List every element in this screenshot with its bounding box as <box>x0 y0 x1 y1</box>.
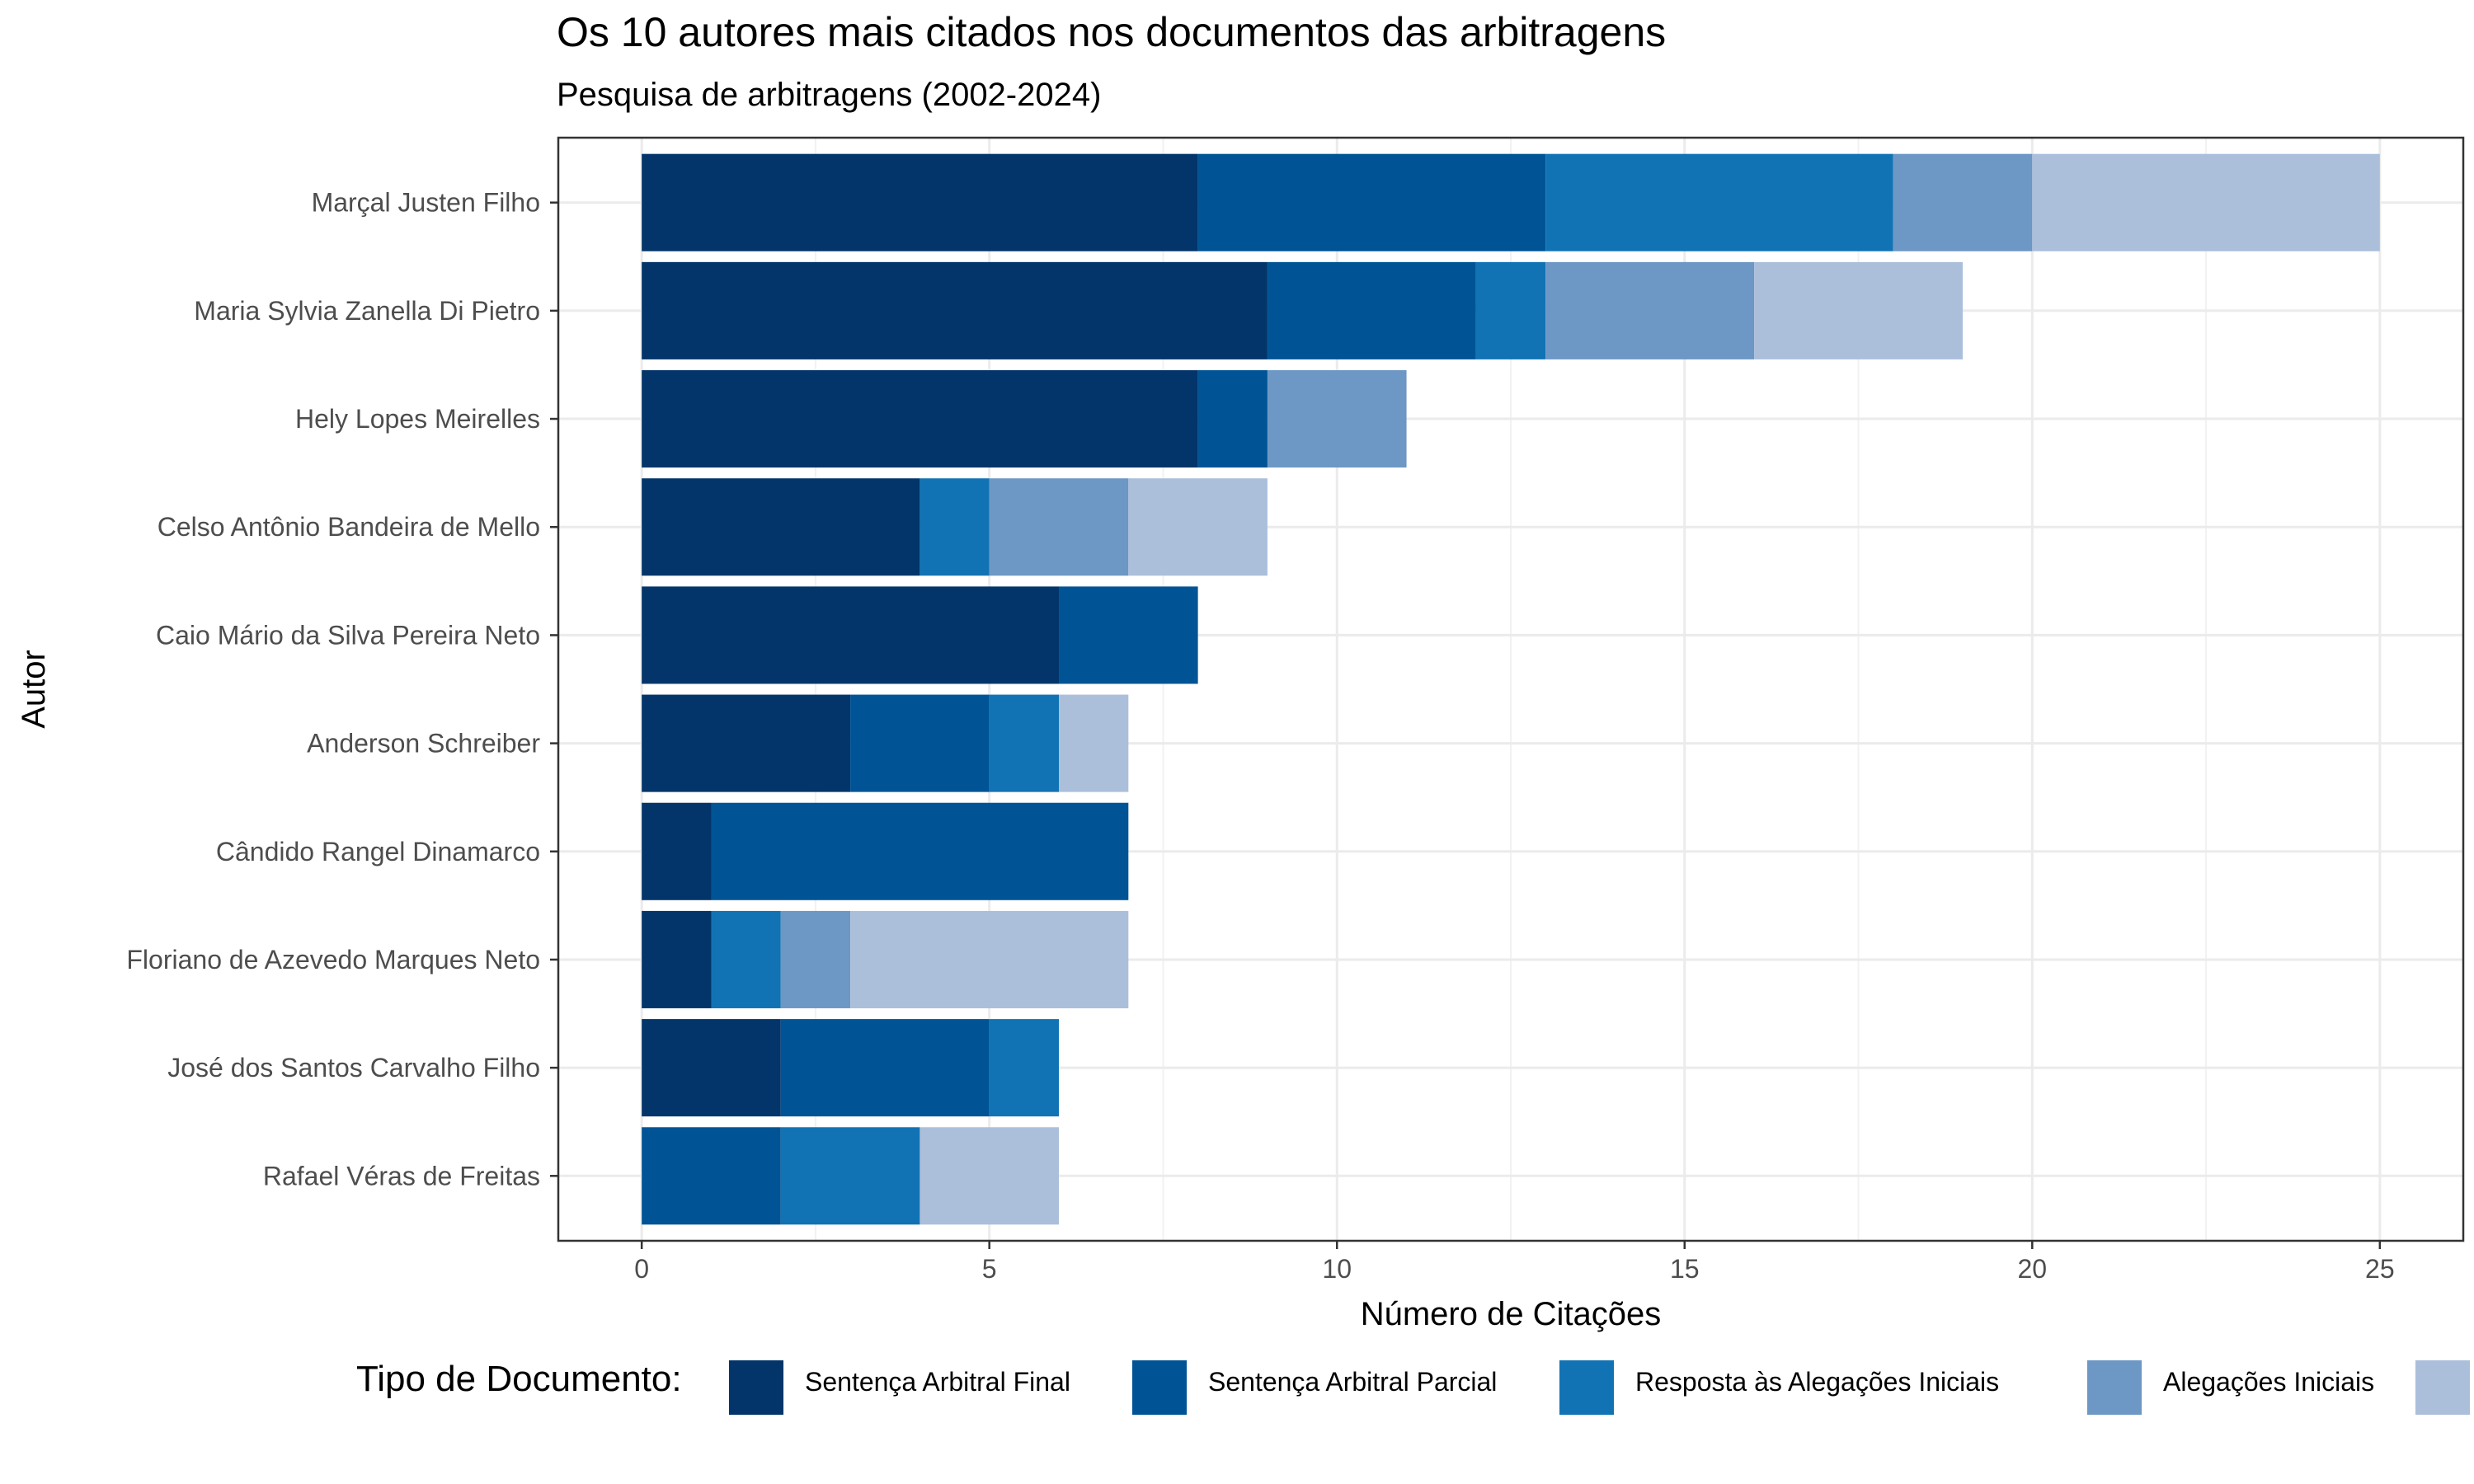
bar-segment <box>780 1127 920 1225</box>
y-tick-label: Hely Lopes Meirelles <box>295 404 540 434</box>
bar-segment <box>711 802 1129 900</box>
legend-key <box>729 1360 783 1415</box>
y-tick-label: José dos Santos Carvalho Filho <box>167 1053 540 1082</box>
legend-key <box>2415 1360 2470 1415</box>
bar-segment <box>1197 370 1268 468</box>
bar-segment <box>642 694 851 792</box>
bar-segment <box>711 910 781 1008</box>
bar-segment <box>642 153 1198 251</box>
x-tick-label: 25 <box>2365 1254 2395 1284</box>
bar-segment <box>1754 261 1963 359</box>
bars <box>642 153 2380 1225</box>
bar-segment <box>642 370 1198 468</box>
y-tick-label: Cândido Rangel Dinamarco <box>216 837 540 866</box>
bar-segment <box>1267 261 1476 359</box>
y-tick-label: Floriano de Azevedo Marques Neto <box>126 945 540 974</box>
bar-segment <box>1059 586 1198 684</box>
legend-label: Alegações Iniciais <box>2163 1367 2374 1397</box>
bar-segment <box>1893 153 2033 251</box>
bar-segment <box>1267 370 1407 468</box>
bar-segment <box>1128 478 1268 576</box>
bar-segment <box>850 694 990 792</box>
plot-panel-border <box>557 136 2465 1242</box>
bar-segment <box>1545 261 1755 359</box>
y-tick-label: Celso Antônio Bandeira de Mello <box>158 512 540 542</box>
bar-segment <box>989 694 1060 792</box>
legend-label: Resposta às Alegações Iniciais <box>1635 1367 1999 1397</box>
x-tick-label: 5 <box>982 1254 997 1284</box>
bar-segment <box>1197 153 1546 251</box>
bar-segment <box>642 1019 781 1117</box>
x-axis-title: Número de Citações <box>1361 1296 1662 1332</box>
bar-segment <box>642 586 1060 684</box>
bar-segment <box>642 1127 781 1225</box>
bar-segment <box>920 478 990 576</box>
bar-segment <box>642 802 712 900</box>
bar-segment <box>989 1019 1060 1117</box>
y-tick-label: Rafael Véras de Freitas <box>263 1161 540 1190</box>
y-tick-label: Maria Sylvia Zanella Di Pietro <box>194 296 540 326</box>
bar-segment <box>920 1127 1060 1225</box>
bar-segment <box>989 478 1129 576</box>
bar-segment <box>780 910 851 1008</box>
x-tick-label: 20 <box>2018 1254 2048 1284</box>
legend-label: Sentença Arbitral Parcial <box>1208 1367 1497 1397</box>
x-tick-label: 15 <box>1670 1254 1700 1284</box>
bar-segment <box>642 910 712 1008</box>
legend-key <box>1559 1360 1614 1415</box>
legend: Tipo de Documento: Sentença Arbitral Fin… <box>356 1359 2470 1415</box>
bar-segment <box>780 1019 990 1117</box>
y-axis: Marçal Justen Filho Maria Sylvia Zanella … <box>126 188 558 1190</box>
y-tick-label: Anderson Schreiber <box>307 729 540 758</box>
bar-segment <box>642 478 920 576</box>
bar-segment <box>1475 261 1546 359</box>
bar-segment <box>2032 153 2380 251</box>
y-tick-label: Caio Mário da Silva Pereira Neto <box>156 620 540 650</box>
y-axis-title: Autor <box>16 650 52 729</box>
x-tick-label: 0 <box>634 1254 649 1284</box>
x-tick-label: 10 <box>1322 1254 1352 1284</box>
legend-label: Sentença Arbitral Final <box>805 1367 1070 1397</box>
legend-title: Tipo de Documento: <box>356 1359 682 1399</box>
bar-segment <box>1059 694 1129 792</box>
x-axis: 0 5 10 15 20 25 <box>634 1241 2395 1284</box>
chart-title: Os 10 autores mais citados nos documento… <box>557 9 1666 55</box>
legend-key <box>1132 1360 1187 1415</box>
legend-key <box>2087 1360 2142 1415</box>
bar-segment <box>850 910 1129 1008</box>
chart-subtitle: Pesquisa de arbitragens (2002-2024) <box>557 77 1101 113</box>
bar-segment <box>642 261 1268 359</box>
bar-segment <box>1545 153 1893 251</box>
y-tick-label: Marçal Justen Filho <box>312 188 540 218</box>
